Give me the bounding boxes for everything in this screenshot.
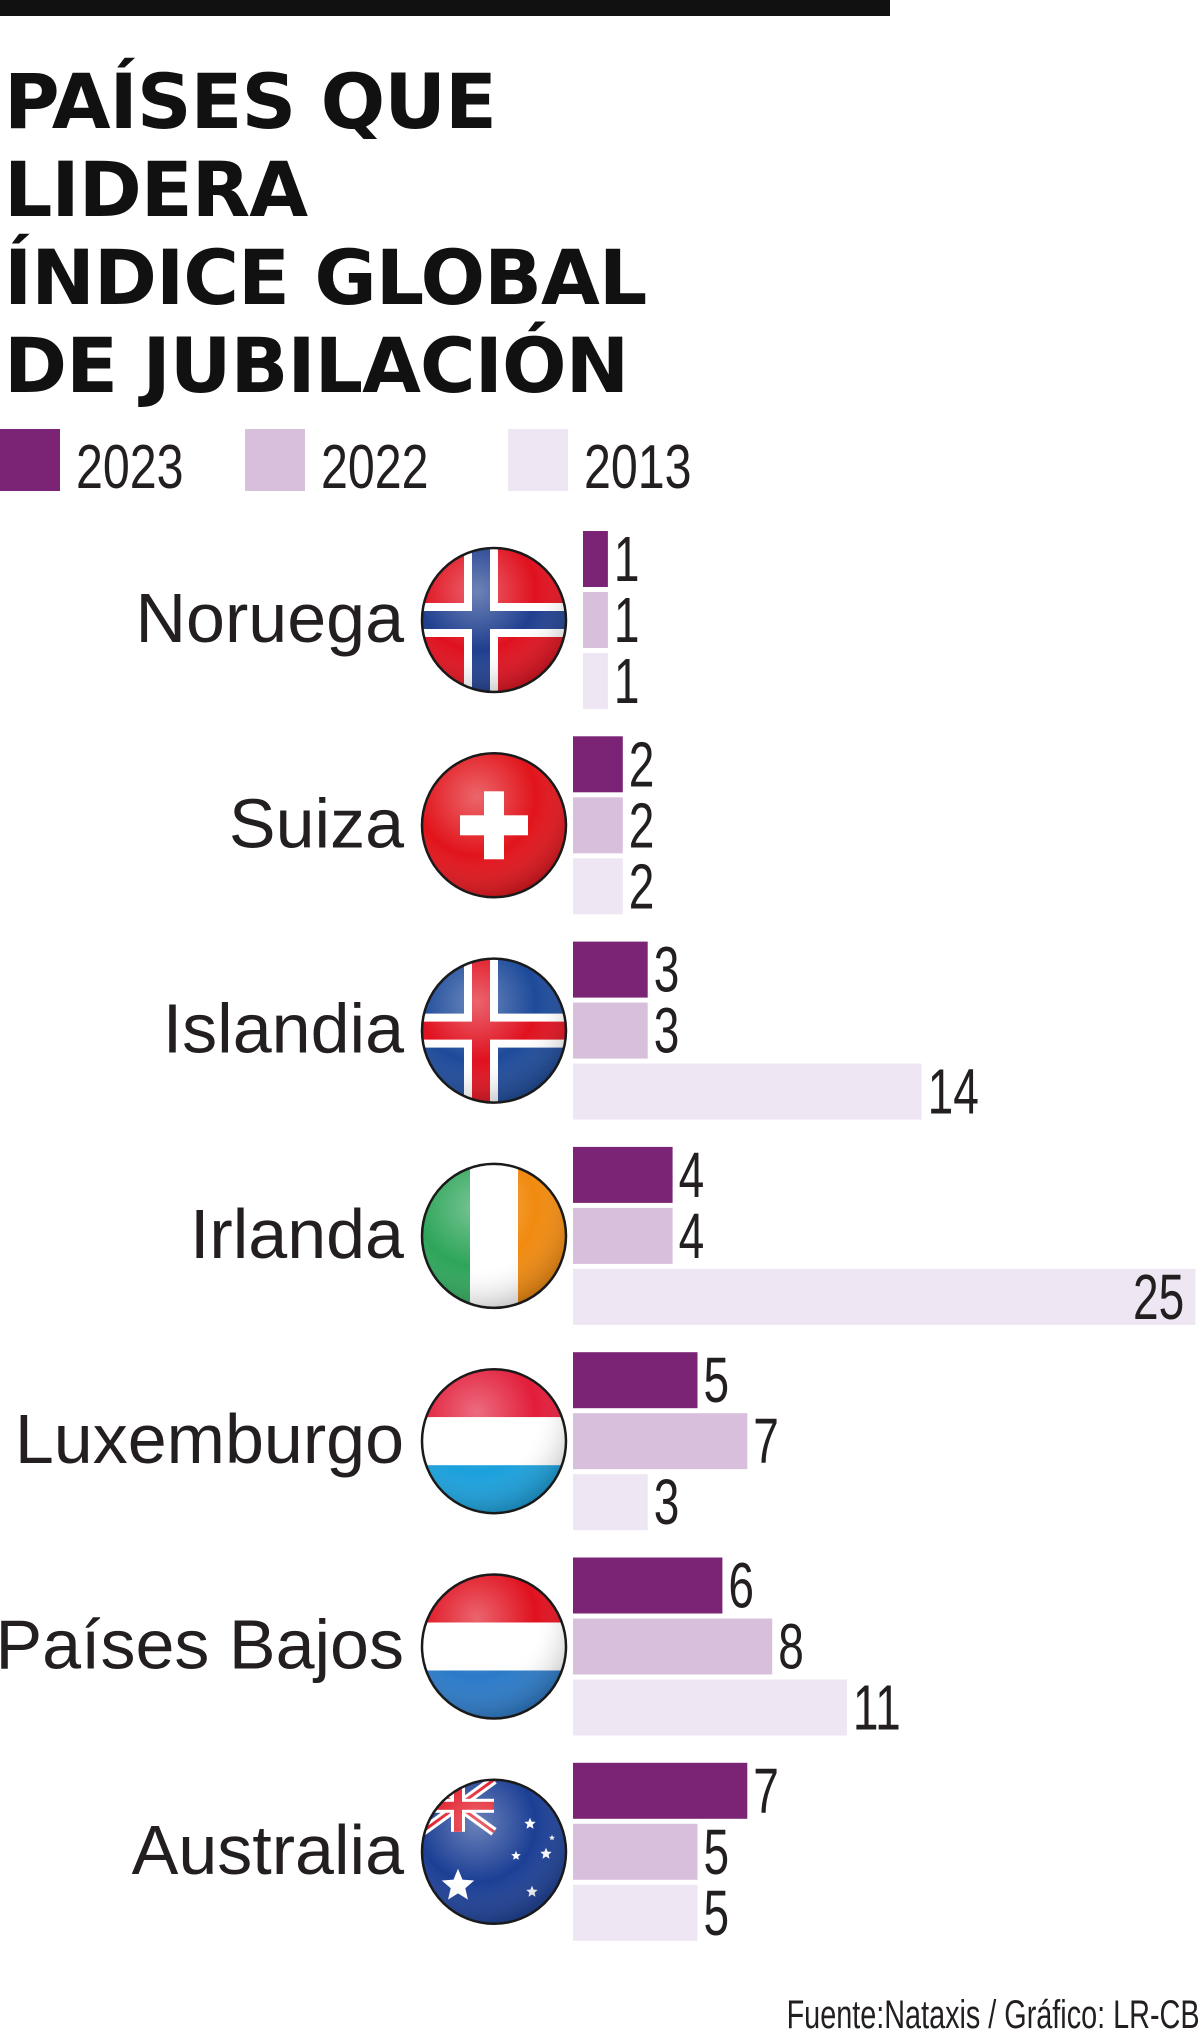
value-label-noruega-2022: 1 (614, 585, 640, 656)
bar-luxemburgo-2022 (573, 1413, 748, 1470)
flags-layer (420, 546, 568, 1926)
norway-flag-icon (420, 546, 568, 694)
luxembourg-flag-icon (420, 1367, 568, 1515)
value-label-islandia-2022: 3 (654, 995, 680, 1066)
value-label-noruega-2023: 1 (614, 524, 640, 595)
legend-label-2013: 2013 (584, 433, 692, 502)
country-label-noruega: Noruega (135, 579, 404, 657)
bar-noruega-2023 (583, 531, 608, 587)
ireland-flag-icon (420, 1162, 568, 1310)
value-label-luxemburgo-2013: 3 (654, 1467, 680, 1538)
country-label-australia: Australia (132, 1811, 404, 1889)
value-label-australia-2022: 5 (704, 1816, 730, 1887)
bar-australia-2013 (573, 1884, 698, 1941)
value-label-luxemburgo-2023: 5 (704, 1345, 730, 1416)
legend-swatch-2023 (0, 429, 60, 491)
bar-paises-bajos-2022 (573, 1618, 773, 1675)
legend-label-2022: 2022 (321, 433, 429, 502)
switzerland-flag-icon (420, 752, 568, 899)
legend-swatch-2013 (508, 429, 568, 491)
value-label-irlanda-2013: 25 (1133, 1262, 1184, 1333)
value-label-noruega-2013: 1 (614, 646, 640, 717)
value-label-luxemburgo-2022: 7 (753, 1406, 779, 1477)
title-line-2: ÍNDICE GLOBAL (4, 233, 647, 322)
chart-title: PAÍSES QUE LIDERA ÍNDICE GLOBAL DE JUBIL… (4, 58, 824, 410)
bar-islandia-2023 (573, 941, 648, 998)
value-label-irlanda-2022: 4 (679, 1201, 705, 1272)
value-label-australia-2013: 5 (704, 1877, 730, 1948)
bar-paises-bajos-2013 (573, 1679, 847, 1736)
value-label-irlanda-2023: 4 (679, 1140, 705, 1211)
country-label-suiza: Suiza (229, 784, 404, 862)
bar-luxemburgo-2013 (573, 1474, 648, 1531)
legend-label-2023: 2023 (76, 433, 184, 502)
value-label-paises-bajos-2022: 8 (778, 1611, 804, 1682)
bar-australia-2023 (573, 1762, 748, 1819)
value-label-suiza-2022: 2 (629, 790, 655, 861)
source-credit: Fuente:Nataxis / Gráfico: LR-CB (787, 1993, 1200, 2037)
title-line-1: PAÍSES QUE LIDERA (4, 57, 497, 234)
bar-luxemburgo-2023 (573, 1352, 698, 1409)
value-label-suiza-2023: 2 (629, 729, 655, 800)
bar-irlanda-2013 (573, 1268, 1196, 1325)
bar-paises-bajos-2023 (573, 1557, 723, 1614)
legend-swatch-2022 (245, 429, 305, 491)
top-rule (0, 0, 890, 16)
netherlands-flag-icon (420, 1573, 568, 1720)
value-label-paises-bajos-2013: 11 (853, 1672, 901, 1743)
bar-suiza-2023 (573, 736, 623, 793)
country-label-islandia: Islandia (163, 990, 404, 1068)
value-label-suiza-2013: 2 (629, 851, 655, 922)
value-label-paises-bajos-2023: 6 (728, 1550, 754, 1621)
bar-noruega-2022 (583, 592, 608, 648)
iceland-flag-icon (420, 957, 568, 1104)
value-label-australia-2023: 7 (753, 1755, 779, 1826)
value-label-islandia-2023: 3 (654, 934, 680, 1005)
bar-islandia-2013 (573, 1063, 922, 1120)
bar-noruega-2013 (583, 653, 608, 709)
value-label-islandia-2013: 14 (928, 1056, 979, 1127)
bar-suiza-2022 (573, 797, 623, 854)
country-label-paises-bajos: Países Bajos (0, 1606, 404, 1684)
title-line-3: DE JUBILACIÓN (4, 321, 629, 410)
bar-irlanda-2022 (573, 1207, 673, 1264)
country-label-irlanda: Irlanda (190, 1195, 404, 1273)
country-label-luxemburgo: Luxemburgo (15, 1400, 404, 1478)
bar-australia-2022 (573, 1823, 698, 1880)
bar-islandia-2022 (573, 1002, 648, 1059)
legend: 2023 2022 2013 (0, 425, 760, 502)
bar-irlanda-2023 (573, 1146, 673, 1203)
australia-flag-icon (420, 1778, 568, 1926)
bar-suiza-2013 (573, 858, 623, 915)
country-labels: Noruega Suiza Islandia Irlanda Luxemburgo Paí… (0, 579, 404, 1889)
